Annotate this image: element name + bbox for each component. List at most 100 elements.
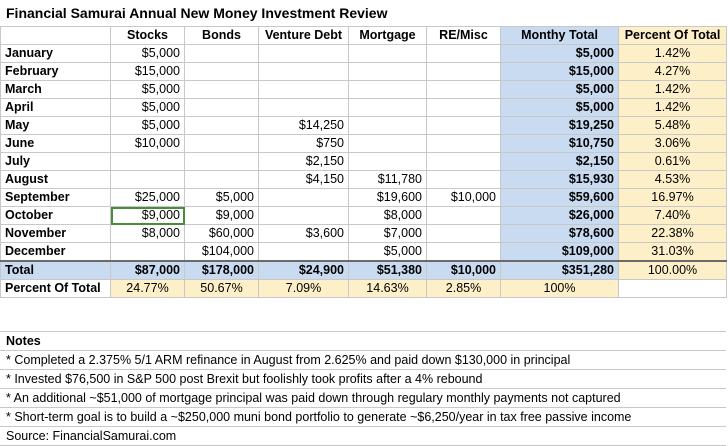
cell-percent-of-total[interactable]: 0.61% <box>618 152 727 171</box>
cell-bonds[interactable] <box>184 116 259 135</box>
month-label[interactable]: September <box>0 188 111 207</box>
cell-mortgage[interactable]: $5,000 <box>348 242 427 262</box>
cell-venture-debt[interactable]: $4,150 <box>258 170 349 189</box>
header-venture-debt[interactable]: Venture Debt <box>258 26 349 45</box>
cell-mortgage[interactable]: $19,600 <box>348 188 427 207</box>
percent-re-misc[interactable]: 2.85% <box>426 279 501 298</box>
cell-monthly-total[interactable]: $78,600 <box>500 224 619 243</box>
cell-monthly-total[interactable]: $109,000 <box>500 242 619 262</box>
cell-monthly-total[interactable]: $19,250 <box>500 116 619 135</box>
cell-percent-of-total[interactable]: 31.03% <box>618 242 727 262</box>
cell-percent-of-total[interactable]: 3.06% <box>618 134 727 153</box>
cell-venture-debt[interactable] <box>258 80 349 99</box>
header-mortgage[interactable]: Mortgage <box>348 26 427 45</box>
cell-venture-debt[interactable] <box>258 242 349 262</box>
cell-stocks[interactable]: $5,000 <box>110 116 185 135</box>
cell-bonds[interactable] <box>184 170 259 189</box>
cell-mortgage[interactable]: $8,000 <box>348 206 427 225</box>
cell-bonds[interactable]: $60,000 <box>184 224 259 243</box>
cell-mortgage[interactable] <box>348 80 427 99</box>
cell-bonds[interactable] <box>184 152 259 171</box>
cell-re-misc[interactable]: $10,000 <box>426 188 501 207</box>
cell-stocks[interactable]: $5,000 <box>110 98 185 117</box>
percent-empty-cell[interactable] <box>618 279 727 298</box>
cell-mortgage[interactable] <box>348 98 427 117</box>
percent-monthly-total[interactable]: 100% <box>500 279 619 298</box>
cell-re-misc[interactable] <box>426 134 501 153</box>
header-corner[interactable] <box>0 26 111 45</box>
cell-venture-debt[interactable]: $3,600 <box>258 224 349 243</box>
cell-bonds[interactable]: $9,000 <box>184 206 259 225</box>
cell-venture-debt[interactable] <box>258 44 349 63</box>
cell-venture-debt[interactable] <box>258 206 349 225</box>
cell-stocks[interactable]: $8,000 <box>110 224 185 243</box>
percent-venture-debt[interactable]: 7.09% <box>258 279 349 298</box>
cell-stocks[interactable]: $5,000 <box>110 44 185 63</box>
cell-re-misc[interactable] <box>426 98 501 117</box>
header-re-misc[interactable]: RE/Misc <box>426 26 501 45</box>
cell-stocks[interactable]: $9,000 <box>110 206 185 225</box>
cell-venture-debt[interactable] <box>258 98 349 117</box>
cell-venture-debt[interactable] <box>258 188 349 207</box>
cell-percent-of-total[interactable]: 5.48% <box>618 116 727 135</box>
cell-bonds[interactable] <box>184 98 259 117</box>
cell-bonds[interactable] <box>184 44 259 63</box>
total-bonds[interactable]: $178,000 <box>184 260 259 280</box>
cell-percent-of-total[interactable]: 4.27% <box>618 62 727 81</box>
source-line[interactable]: Source: FinancialSamurai.com <box>0 426 726 446</box>
cell-stocks[interactable]: $25,000 <box>110 188 185 207</box>
cell-mortgage[interactable]: $11,780 <box>348 170 427 189</box>
cell-mortgage[interactable]: $7,000 <box>348 224 427 243</box>
cell-monthly-total[interactable]: $5,000 <box>500 98 619 117</box>
cell-re-misc[interactable] <box>426 44 501 63</box>
month-label[interactable]: June <box>0 134 111 153</box>
cell-monthly-total[interactable]: $5,000 <box>500 44 619 63</box>
cell-venture-debt[interactable]: $750 <box>258 134 349 153</box>
total-mortgage[interactable]: $51,380 <box>348 260 427 280</box>
total-re-misc[interactable]: $10,000 <box>426 260 501 280</box>
total-label[interactable]: Total <box>0 260 111 280</box>
header-stocks[interactable]: Stocks <box>110 26 185 45</box>
cell-percent-of-total[interactable]: 1.42% <box>618 44 727 63</box>
cell-mortgage[interactable] <box>348 44 427 63</box>
cell-monthly-total[interactable]: $10,750 <box>500 134 619 153</box>
note-line[interactable]: * Completed a 2.375% 5/1 ARM refinance i… <box>0 350 726 369</box>
cell-mortgage[interactable] <box>348 134 427 153</box>
month-label[interactable]: April <box>0 98 111 117</box>
notes-heading[interactable]: Notes <box>0 331 726 350</box>
cell-mortgage[interactable] <box>348 116 427 135</box>
month-label[interactable]: February <box>0 62 111 81</box>
cell-percent-of-total[interactable]: 7.40% <box>618 206 727 225</box>
month-label[interactable]: August <box>0 170 111 189</box>
cell-re-misc[interactable] <box>426 206 501 225</box>
header-bonds[interactable]: Bonds <box>184 26 259 45</box>
month-label[interactable]: March <box>0 80 111 99</box>
cell-re-misc[interactable] <box>426 224 501 243</box>
note-line[interactable]: * Short-term goal is to build a ~$250,00… <box>0 407 726 426</box>
cell-percent-of-total[interactable]: 1.42% <box>618 80 727 99</box>
cell-bonds[interactable]: $5,000 <box>184 188 259 207</box>
cell-percent-of-total[interactable]: 22.38% <box>618 224 727 243</box>
total-percent[interactable]: 100.00% <box>618 260 727 280</box>
cell-bonds[interactable] <box>184 134 259 153</box>
cell-mortgage[interactable] <box>348 152 427 171</box>
month-label[interactable]: May <box>0 116 111 135</box>
note-line[interactable]: * An additional ~$51,000 of mortgage pri… <box>0 388 726 407</box>
cell-monthly-total[interactable]: $59,600 <box>500 188 619 207</box>
month-label[interactable]: July <box>0 152 111 171</box>
cell-re-misc[interactable] <box>426 80 501 99</box>
cell-monthly-total[interactable]: $15,930 <box>500 170 619 189</box>
cell-venture-debt[interactable] <box>258 62 349 81</box>
month-label[interactable]: January <box>0 44 111 63</box>
cell-venture-debt[interactable]: $14,250 <box>258 116 349 135</box>
percent-mortgage[interactable]: 14.63% <box>348 279 427 298</box>
month-label[interactable]: October <box>0 206 111 225</box>
cell-bonds[interactable]: $104,000 <box>184 242 259 262</box>
cell-re-misc[interactable] <box>426 116 501 135</box>
month-label[interactable]: December <box>0 242 111 262</box>
cell-bonds[interactable] <box>184 62 259 81</box>
cell-percent-of-total[interactable]: 1.42% <box>618 98 727 117</box>
header-percent-of-total[interactable]: Percent Of Total <box>618 26 727 45</box>
cell-monthly-total[interactable]: $2,150 <box>500 152 619 171</box>
cell-re-misc[interactable] <box>426 62 501 81</box>
